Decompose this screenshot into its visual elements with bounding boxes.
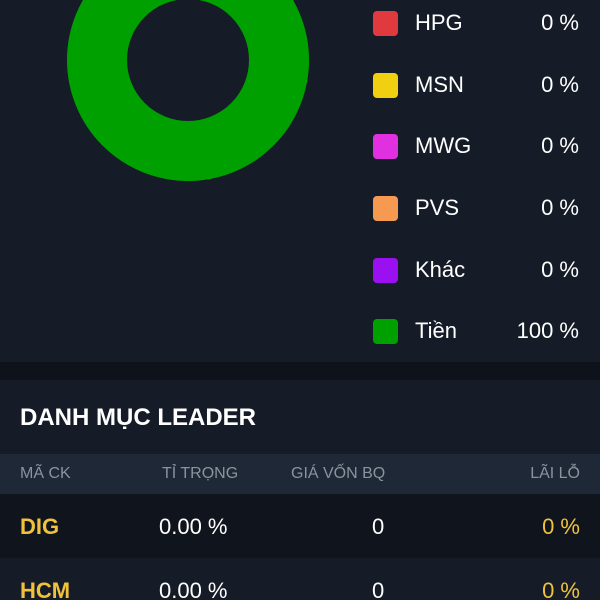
legend-value: 0 % xyxy=(541,72,579,97)
legend-item-pvs: PVS 0 % xyxy=(372,193,600,223)
cost-value: 0 xyxy=(372,578,385,600)
legend-item-other: Khác 0 % xyxy=(372,255,600,285)
cost-value: 0 xyxy=(372,514,385,539)
legend-swatch xyxy=(373,196,398,221)
legend-swatch xyxy=(373,134,398,159)
legend-value: 0 % xyxy=(541,133,579,158)
table-row[interactable]: HCM 0.00 % 0 0 % xyxy=(0,558,600,600)
legend-swatch xyxy=(373,11,398,36)
legend-swatch xyxy=(373,319,398,344)
stock-code: DIG xyxy=(20,514,60,539)
profit-loss-value: 0 % xyxy=(542,578,580,600)
donut-ring-cash xyxy=(67,0,309,181)
allocation-donut-chart xyxy=(67,0,309,181)
legend-label: PVS xyxy=(415,195,460,220)
section-divider xyxy=(0,362,600,380)
table-row[interactable]: DIG 0.00 % 0 0 % xyxy=(0,494,600,558)
allocation-panel: HPG 0 % MSN 0 % MWG 0 % PVS 0 % Khác 0 %… xyxy=(67,0,600,346)
table-header: MÃ CK TỈ TRỌNG GIÁ VỐN BQ LÃI LỖ xyxy=(0,454,600,494)
legend-item-cash: Tiền 100 % xyxy=(372,316,600,346)
profit-loss-value: 0 % xyxy=(542,514,580,539)
legend-item-msn: MSN 0 % xyxy=(372,70,600,100)
legend-item-mwg: MWG 0 % xyxy=(372,131,600,161)
legend-label: Tiền xyxy=(415,318,457,343)
weight-value: 0.00 % xyxy=(159,514,228,539)
column-header-code: MÃ CK xyxy=(20,465,71,482)
column-header-cost: GIÁ VỐN BQ xyxy=(291,465,386,482)
legend-item-hpg: HPG 0 % xyxy=(372,8,600,38)
legend-value: 0 % xyxy=(541,10,579,35)
legend-value: 0 % xyxy=(541,195,579,220)
legend-label: HPG xyxy=(415,10,463,35)
legend-value: 0 % xyxy=(541,257,579,282)
legend-label: MWG xyxy=(415,133,472,158)
leader-portfolio-section: DANH MỤC LEADER MÃ CK TỈ TRỌNG GIÁ VỐN B… xyxy=(0,380,600,600)
legend-label: Khác xyxy=(415,257,466,282)
column-header-pl: LÃI LỖ xyxy=(530,465,580,482)
legend-swatch xyxy=(373,258,398,283)
stock-code: HCM xyxy=(20,578,71,600)
column-header-weight: TỈ TRỌNG xyxy=(162,465,239,482)
weight-value: 0.00 % xyxy=(159,578,228,600)
legend-swatch xyxy=(373,73,398,98)
section-title: DANH MỤC LEADER xyxy=(20,404,256,431)
legend-label: MSN xyxy=(415,72,464,97)
legend-value: 100 % xyxy=(516,318,579,343)
